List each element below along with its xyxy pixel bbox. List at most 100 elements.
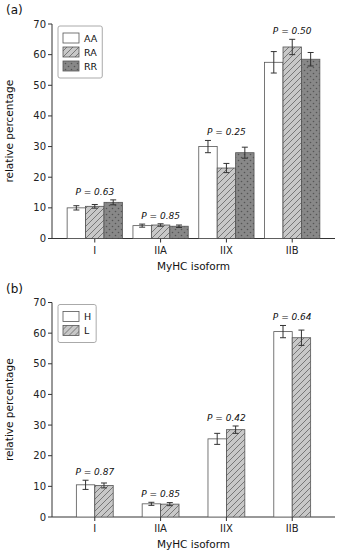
x-tick-label: IIB bbox=[286, 245, 299, 256]
annotation: P = 0.87 bbox=[75, 467, 114, 477]
y-tick-label: 0 bbox=[40, 233, 46, 244]
x-tick bbox=[292, 239, 293, 243]
plot-area bbox=[76, 325, 310, 517]
y-tick bbox=[48, 177, 52, 178]
x-tick-label: I bbox=[93, 523, 96, 534]
legend-label: AA bbox=[84, 33, 98, 44]
y-axis-label: relative percentage bbox=[3, 80, 15, 183]
x-tick bbox=[292, 517, 293, 521]
y-tick-label: 70 bbox=[33, 19, 46, 30]
error-bar bbox=[223, 163, 229, 172]
x-tick-label: I bbox=[93, 245, 96, 256]
x-tick-label: IIX bbox=[220, 245, 233, 256]
x-tick bbox=[160, 517, 161, 521]
error-bar bbox=[271, 52, 277, 73]
y-tick-label: 50 bbox=[33, 358, 46, 369]
x-axis-label: MyHC isoform bbox=[157, 260, 230, 272]
y-tick-label: 10 bbox=[33, 202, 46, 213]
y-tick-label: 60 bbox=[33, 328, 46, 339]
y-tick bbox=[48, 238, 52, 239]
error-bar bbox=[233, 426, 239, 433]
error-bar bbox=[214, 433, 220, 444]
bar bbox=[236, 153, 254, 239]
x-tick-label: IIB bbox=[286, 523, 299, 534]
y-tick-label: 60 bbox=[33, 49, 46, 60]
legend-swatch bbox=[63, 61, 79, 71]
legend-swatch bbox=[63, 47, 79, 57]
error-bar bbox=[176, 225, 182, 227]
annotation: P = 0.85 bbox=[141, 211, 180, 221]
annotation: P = 0.63 bbox=[75, 187, 114, 197]
error-bar bbox=[298, 330, 304, 345]
annotation: P = 0.25 bbox=[207, 127, 246, 137]
y-tick bbox=[48, 85, 52, 86]
panel: 010203040506070IIIAIIXIIBMyHC isoformrel… bbox=[3, 3, 335, 272]
y-tick bbox=[48, 146, 52, 147]
bar bbox=[86, 206, 104, 238]
bar bbox=[226, 430, 244, 517]
figure: 0 10 20 30 40 50 60 70 I IIA IIX IIB MyHC isoform rel… bbox=[0, 0, 343, 557]
bar bbox=[104, 202, 122, 238]
y-tick bbox=[48, 115, 52, 116]
error-bar bbox=[110, 200, 116, 205]
y-tick bbox=[48, 455, 52, 456]
y-tick bbox=[48, 425, 52, 426]
bar bbox=[265, 62, 283, 238]
x-tick bbox=[94, 517, 95, 521]
annotation: P = 0.50 bbox=[273, 26, 312, 36]
legend-swatch bbox=[63, 326, 79, 336]
legend-label: RR bbox=[84, 61, 98, 72]
error-bar bbox=[139, 224, 145, 227]
error-bar bbox=[289, 39, 295, 54]
y-tick-label: 50 bbox=[33, 80, 46, 91]
x-tick bbox=[94, 239, 95, 243]
bar bbox=[283, 47, 301, 239]
x-axis-label: MyHC isoform bbox=[157, 538, 230, 550]
error-bar bbox=[83, 480, 89, 489]
bar bbox=[208, 439, 226, 517]
bar bbox=[170, 226, 188, 238]
bar bbox=[301, 59, 319, 238]
plot-area bbox=[67, 39, 320, 238]
error-bar bbox=[101, 483, 107, 488]
error-bar bbox=[92, 204, 98, 208]
annotation: P = 0.64 bbox=[273, 312, 312, 322]
legend-label: RA bbox=[84, 47, 97, 58]
bar bbox=[292, 338, 310, 517]
error-bar bbox=[205, 140, 211, 152]
y-tick-label: 20 bbox=[33, 172, 46, 183]
annotation: P = 0.85 bbox=[141, 489, 180, 499]
y-tick bbox=[48, 517, 52, 518]
y-tick-label: 20 bbox=[33, 450, 46, 461]
error-bar bbox=[280, 325, 286, 337]
y-tick bbox=[48, 486, 52, 487]
x-tick-label: IIX bbox=[220, 523, 233, 534]
y-tick-label: 0 bbox=[40, 512, 46, 523]
y-axis bbox=[52, 24, 53, 239]
panel-label: (b) bbox=[6, 282, 23, 296]
legend-frame bbox=[58, 26, 102, 78]
y-tick-label: 30 bbox=[33, 420, 46, 431]
x-tick-label: IIA bbox=[154, 245, 167, 256]
panel: 010203040506070IIIAIIXIIBMyHC isoformrel… bbox=[3, 282, 335, 551]
x-tick bbox=[226, 239, 227, 243]
y-tick-label: 10 bbox=[33, 481, 46, 492]
error-bar bbox=[308, 52, 314, 65]
y-axis bbox=[52, 303, 53, 518]
y-tick-label: 70 bbox=[33, 297, 46, 308]
panel-label: (a) bbox=[6, 3, 23, 17]
y-axis-label: relative percentage bbox=[3, 358, 15, 461]
bar bbox=[199, 147, 217, 239]
bar bbox=[274, 332, 292, 517]
y-tick bbox=[48, 207, 52, 208]
y-tick bbox=[48, 302, 52, 303]
y-tick bbox=[48, 363, 52, 364]
y-tick-label: 40 bbox=[33, 110, 46, 121]
annotation: P = 0.42 bbox=[207, 413, 246, 423]
x-tick bbox=[160, 239, 161, 243]
x-tick bbox=[226, 517, 227, 521]
bar bbox=[67, 208, 85, 239]
bar bbox=[151, 225, 169, 238]
legend-frame bbox=[58, 305, 96, 343]
y-tick bbox=[48, 394, 52, 395]
